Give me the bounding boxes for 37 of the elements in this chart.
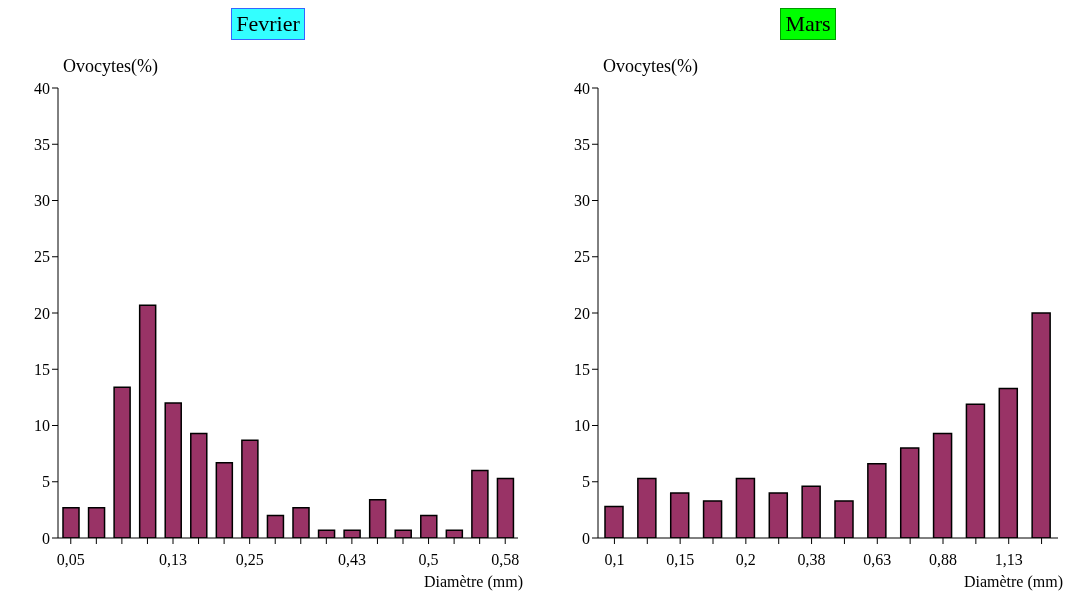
- y-tick-label: 10: [34, 417, 50, 435]
- y-axis-title: Ovocytes(%): [63, 56, 158, 77]
- y-tick-label: 0: [582, 529, 590, 547]
- x-tick-label: 0,43: [337, 551, 366, 569]
- chart-title: Fevrier: [231, 8, 305, 40]
- x-tick-label: 0,63: [863, 551, 892, 569]
- y-tick-label: 35: [34, 135, 50, 153]
- x-tick-label: 0,2: [735, 551, 756, 569]
- x-tick-label: 0,5: [418, 551, 439, 569]
- chart-title: Mars: [780, 8, 836, 40]
- y-tick-label: 5: [582, 473, 590, 491]
- y-tick-label: 10: [574, 417, 590, 435]
- y-tick-label: 40: [34, 79, 50, 97]
- y-tick-label: 5: [42, 473, 50, 491]
- y-tick-label: 30: [574, 192, 590, 210]
- y-tick-label: 25: [574, 248, 590, 266]
- x-tick-label: 0,25: [235, 551, 264, 569]
- y-tick-label: 30: [34, 192, 50, 210]
- x-tick-label: 0,1: [604, 551, 625, 569]
- x-tick-label: 0,13: [159, 551, 187, 569]
- y-tick-label: 15: [34, 360, 50, 378]
- x-axis-title: Diamètre (mm): [423, 573, 523, 591]
- x-axis-title: Diamètre (mm): [963, 573, 1063, 591]
- x-tick-label: 0,58: [491, 551, 520, 569]
- y-axis-title: Ovocytes(%): [603, 56, 698, 77]
- y-tick-label: 20: [574, 304, 590, 322]
- y-tick-label: 40: [574, 79, 590, 97]
- y-tick-label: 25: [34, 248, 50, 266]
- x-tick-label: 1,13: [994, 551, 1023, 569]
- y-tick-label: 35: [574, 135, 590, 153]
- x-tick-label: 0,05: [56, 551, 85, 569]
- x-tick-label: 0,88: [929, 551, 957, 569]
- y-tick-label: 20: [34, 304, 50, 322]
- x-tick-label: 0,38: [797, 551, 826, 569]
- y-tick-label: 15: [574, 360, 590, 378]
- x-tick-label: 0,15: [666, 551, 695, 569]
- y-tick-label: 0: [42, 529, 50, 547]
